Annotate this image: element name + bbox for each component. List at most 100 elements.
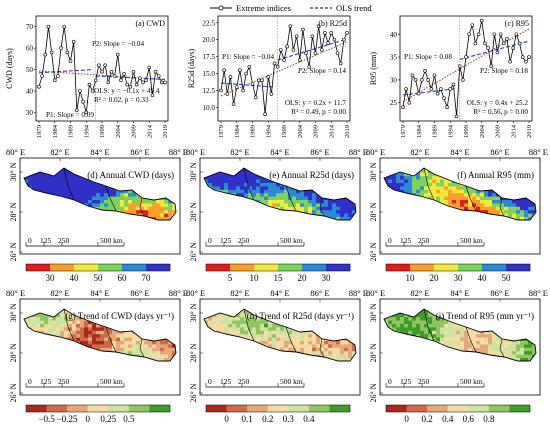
raster-cell: [332, 210, 337, 214]
raster-cell: [144, 344, 149, 349]
raster-cell: [80, 183, 85, 187]
raster-cell: [460, 344, 465, 349]
raster-cell: [392, 327, 397, 332]
raster-cell: [44, 186, 49, 191]
lat-tick-label: 26° N: [189, 383, 198, 402]
raster-cell: [292, 341, 297, 345]
raster-cell: [312, 337, 317, 342]
raster-cell: [468, 327, 473, 332]
raster-cell: [404, 189, 409, 194]
raster-cell: [48, 179, 53, 184]
colorbar-segment: [458, 264, 483, 271]
raster-cell: [444, 183, 449, 187]
y-tick-label: 40: [390, 31, 398, 39]
data-point: [323, 31, 327, 35]
raster-cell: [236, 172, 241, 177]
raster-cell: [80, 193, 85, 197]
data-point: [467, 32, 471, 37]
raster-cell: [68, 179, 73, 184]
raster-cell: [336, 206, 341, 211]
raster-cell: [332, 341, 337, 345]
data-point: [119, 78, 123, 83]
raster-cell: [264, 337, 269, 342]
raster-cell: [436, 320, 441, 325]
raster-cell: [212, 327, 217, 332]
raster-cell: [268, 186, 273, 191]
raster-cell: [440, 193, 445, 197]
raster-cell: [248, 179, 253, 184]
raster-cell: [308, 341, 313, 345]
raster-cell: [236, 320, 241, 325]
raster-cell: [96, 334, 101, 338]
raster-cell: [248, 324, 253, 328]
raster-cell: [300, 344, 305, 349]
raster-cell: [252, 327, 257, 332]
data-point: [40, 74, 44, 78]
raster-cell: [136, 337, 141, 342]
raster-cell: [264, 200, 269, 204]
raster-cell: [284, 186, 289, 191]
raster-cell: [304, 206, 309, 211]
raster-cell: [408, 330, 413, 335]
raster-cell: [92, 324, 97, 328]
raster-cell: [120, 203, 125, 208]
raster-cell: [72, 327, 77, 332]
raster-cell: [328, 203, 333, 208]
raster-cell: [164, 344, 169, 349]
raster-cell: [120, 206, 125, 211]
raster-cell: [160, 344, 165, 349]
raster-cell: [96, 189, 101, 194]
raster-cell: [104, 330, 109, 335]
raster-cell: [160, 358, 165, 361]
colorbar-label: 20: [430, 273, 440, 283]
raster-cell: [88, 189, 93, 194]
lat-tick-label: 30° N: [369, 162, 378, 181]
raster-cell: [432, 186, 437, 191]
raster-cell: [520, 354, 525, 359]
raster-cell: [128, 189, 133, 194]
country-border: [383, 167, 537, 221]
raster-cell: [404, 313, 409, 318]
raster-cell: [60, 169, 65, 174]
raster-cell: [336, 351, 341, 355]
raster-cell: [340, 347, 345, 352]
colorbar-label: 70: [142, 273, 152, 283]
raster-cell: [60, 172, 65, 177]
y-tick-label: 22.5: [202, 19, 215, 27]
raster-cell: [448, 186, 453, 191]
raster-cell: [80, 327, 85, 332]
raster-cell: [300, 341, 305, 345]
raster-cell: [224, 327, 229, 332]
raster-cell: [524, 344, 529, 349]
raster-cell: [92, 200, 97, 204]
raster-cell: [116, 200, 121, 204]
raster-cell: [116, 337, 121, 342]
raster-cell: [268, 334, 273, 338]
raster-cell: [528, 203, 533, 208]
raster-cell: [144, 341, 149, 345]
x-tick-label: 1979: [400, 125, 407, 138]
raster-cell: [452, 196, 457, 201]
raster-cell: [464, 344, 469, 349]
raster-cell: [244, 183, 249, 187]
raster-cell: [436, 183, 441, 187]
raster-cell: [492, 200, 497, 204]
raster-cell: [276, 186, 281, 191]
raster-cell: [256, 320, 261, 325]
raster-cell: [248, 313, 253, 318]
raster-cell: [76, 186, 81, 191]
raster-cell: [128, 330, 133, 335]
raster-cell: [128, 341, 133, 345]
raster-cell: [32, 320, 37, 325]
data-point: [78, 89, 82, 93]
raster-cell: [460, 327, 465, 332]
x-tick-label: 2009: [131, 125, 138, 138]
data-point: [319, 48, 324, 52]
data-point: [46, 24, 51, 29]
raster-cell: [300, 206, 305, 211]
raster-cell: [408, 317, 413, 321]
raster-cell: [512, 206, 517, 211]
raster-cell: [480, 344, 485, 349]
lat-tick-label: 30° N: [189, 162, 198, 181]
raster-cell: [132, 341, 137, 345]
